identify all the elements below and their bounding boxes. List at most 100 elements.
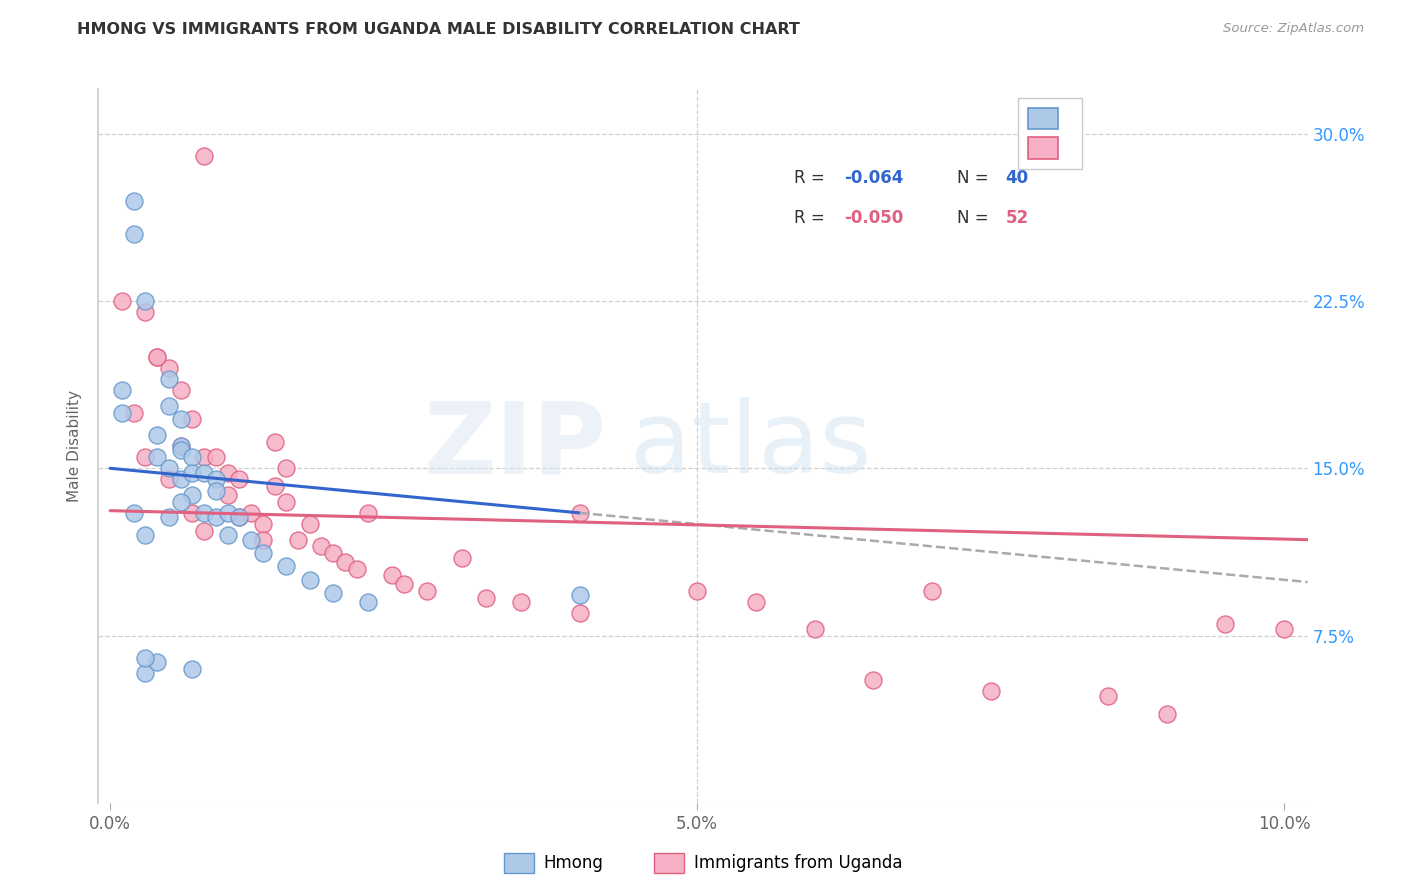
Point <box>803 622 825 636</box>
Point <box>298 516 321 531</box>
Point <box>276 559 298 574</box>
Point <box>157 372 180 386</box>
Point <box>146 427 169 442</box>
Point <box>111 293 134 308</box>
Point <box>240 506 263 520</box>
Point <box>111 384 134 398</box>
Point <box>686 583 709 598</box>
Point <box>157 360 180 375</box>
Point <box>287 533 309 547</box>
Point <box>1156 706 1178 721</box>
Point <box>333 555 356 569</box>
Point <box>451 550 474 565</box>
Point <box>122 227 145 241</box>
Point <box>193 450 215 464</box>
Point <box>193 506 215 520</box>
Point <box>169 473 191 487</box>
Point <box>134 450 156 464</box>
Point <box>146 350 169 364</box>
Point <box>181 466 204 480</box>
Point <box>357 506 380 520</box>
Point <box>263 434 285 449</box>
Point <box>311 539 333 553</box>
Point <box>862 673 884 687</box>
Point <box>1097 689 1119 703</box>
Point <box>193 149 215 163</box>
Point <box>134 293 156 308</box>
Point <box>146 350 169 364</box>
Point <box>217 528 239 542</box>
Text: Source: ZipAtlas.com: Source: ZipAtlas.com <box>1223 22 1364 36</box>
Point <box>204 450 226 464</box>
Point <box>134 666 156 681</box>
Point <box>157 510 180 524</box>
Y-axis label: Male Disability: Male Disability <box>67 390 83 502</box>
Point <box>169 443 191 458</box>
Text: R =: R = <box>793 209 830 227</box>
Point <box>111 405 134 419</box>
Point <box>204 483 226 498</box>
Point <box>252 516 274 531</box>
Point <box>568 506 591 520</box>
Point <box>228 473 250 487</box>
Point <box>381 568 404 582</box>
Point <box>169 412 191 426</box>
Point <box>921 583 943 598</box>
Legend: , : , <box>1018 97 1081 169</box>
Point <box>193 524 215 538</box>
Point <box>217 488 239 502</box>
Point <box>252 533 274 547</box>
Text: HMONG VS IMMIGRANTS FROM UGANDA MALE DISABILITY CORRELATION CHART: HMONG VS IMMIGRANTS FROM UGANDA MALE DIS… <box>77 22 800 37</box>
Text: -0.050: -0.050 <box>845 209 904 227</box>
Point <box>475 591 498 605</box>
Point <box>252 546 274 560</box>
Point <box>217 506 239 520</box>
Point <box>263 479 285 493</box>
Point <box>122 506 145 520</box>
Text: N =: N = <box>957 169 994 187</box>
Point <box>204 473 226 487</box>
Point <box>181 412 204 426</box>
Point <box>1215 617 1237 632</box>
Point <box>276 461 298 475</box>
Point <box>346 562 368 576</box>
Point <box>134 528 156 542</box>
Text: atlas: atlas <box>630 398 872 494</box>
Point <box>122 194 145 208</box>
Point <box>240 533 263 547</box>
Text: 40: 40 <box>1005 169 1028 187</box>
Point <box>181 506 204 520</box>
Point <box>392 577 415 591</box>
Point <box>568 607 591 621</box>
Point <box>181 488 204 502</box>
Text: R =: R = <box>793 169 830 187</box>
Point <box>157 461 180 475</box>
Text: -0.064: -0.064 <box>845 169 904 187</box>
Point <box>416 583 439 598</box>
Point <box>169 494 191 508</box>
Point <box>510 595 533 609</box>
Point <box>745 595 768 609</box>
Point <box>169 439 191 453</box>
Point <box>228 510 250 524</box>
Text: ZIP: ZIP <box>423 398 606 494</box>
Point <box>322 546 344 560</box>
Text: N =: N = <box>957 209 994 227</box>
Point <box>276 494 298 508</box>
Point <box>169 439 191 453</box>
Point <box>181 662 204 676</box>
Point <box>122 405 145 419</box>
Text: 52: 52 <box>1005 209 1028 227</box>
Legend: Hmong, Immigrants from Uganda: Hmong, Immigrants from Uganda <box>498 847 908 880</box>
Point <box>228 510 250 524</box>
Point <box>217 466 239 480</box>
Point <box>298 573 321 587</box>
Point <box>193 466 215 480</box>
Point <box>157 473 180 487</box>
Point <box>146 450 169 464</box>
Point <box>134 305 156 319</box>
Point <box>169 384 191 398</box>
Point <box>134 651 156 665</box>
Point <box>1272 622 1295 636</box>
Point <box>357 595 380 609</box>
